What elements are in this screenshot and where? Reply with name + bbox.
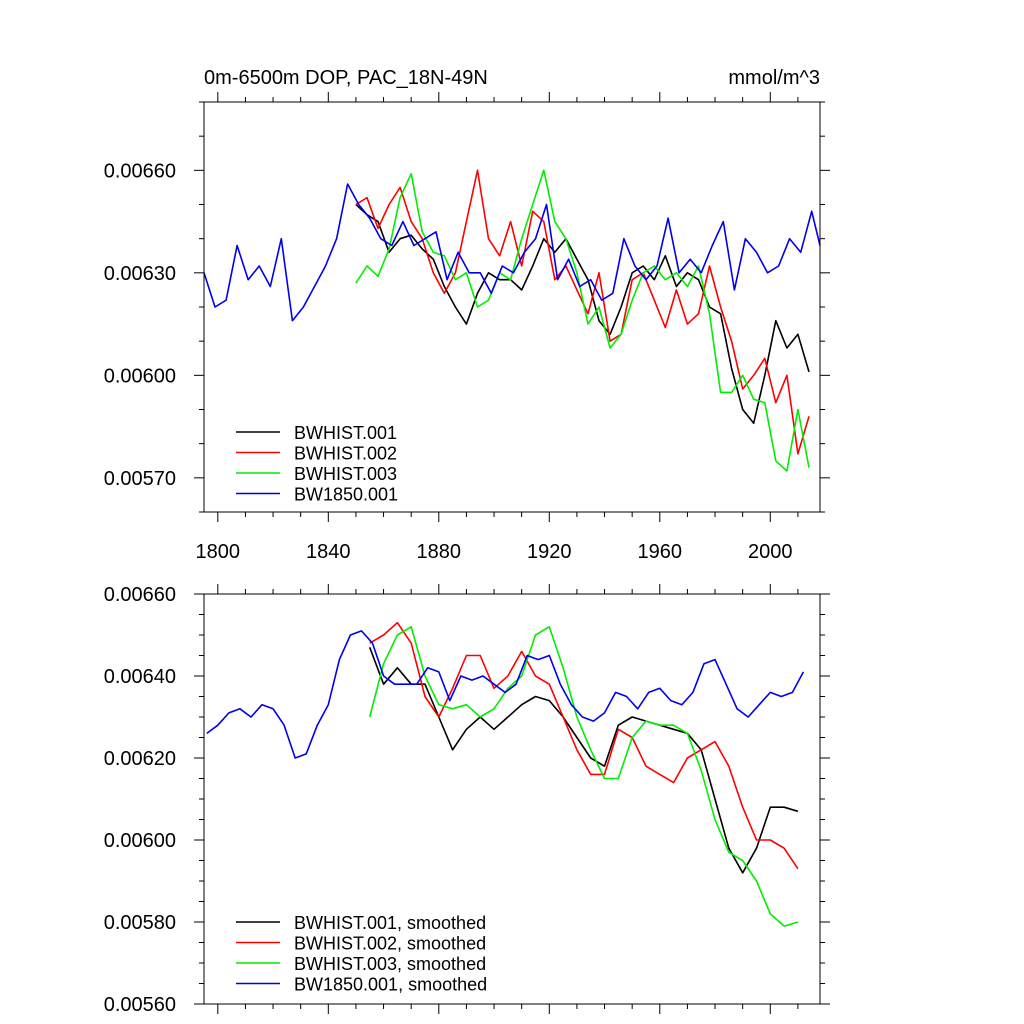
series-line [369, 621, 799, 870]
top-y-tick-labels: 0.00570 0.00600 0.00630 0.00660 [104, 160, 176, 490]
top-axis-ticks [194, 92, 830, 522]
y-tick-label: 0.00570 [104, 468, 176, 490]
y-tick-label: 0.00580 [104, 912, 176, 934]
series-line [355, 203, 810, 425]
series-line [368, 647, 799, 874]
legend-label: BWHIST.002, smoothed [294, 934, 486, 954]
y-tick-label: 0.00660 [104, 584, 176, 606]
x-tick-label: 2000 [748, 541, 793, 563]
top-plot-frame [203, 101, 821, 513]
bottom-series-lines [206, 621, 805, 927]
legend-label: BWHIST.003 [294, 464, 397, 484]
x-tick-label: 1880 [417, 541, 462, 563]
units-label: mmol/m^3 [728, 67, 820, 89]
top-x-tick-labels: 1800 1840 1880 1920 1960 2000 [196, 541, 793, 563]
bottom-axis-ticks [194, 584, 830, 1014]
series-line [355, 169, 810, 455]
y-tick-label: 0.00660 [104, 160, 176, 182]
x-tick-label: 1920 [527, 541, 572, 563]
top-series-lines [203, 169, 821, 472]
top-panel: 0m-6500m DOP, PAC_18N-49N mmol/m^3 0.005… [104, 67, 830, 563]
legend-label: BWHIST.003, smoothed [294, 954, 486, 974]
series-line [368, 625, 799, 927]
y-tick-label: 0.00620 [104, 748, 176, 770]
legend-label: BW1850.001, smoothed [294, 975, 487, 995]
legend-label: BWHIST.001, smoothed [294, 913, 486, 933]
x-tick-label: 1800 [196, 541, 241, 563]
legend-label: BW1850.001 [294, 485, 398, 505]
legend-label: BWHIST.001 [294, 423, 397, 443]
bottom-panel: 0.00560 0.00580 0.00600 0.00620 0.00640 0.006… [104, 584, 830, 1016]
y-tick-label: 0.00600 [104, 365, 176, 387]
y-tick-label: 0.00640 [104, 666, 176, 688]
bottom-y-tick-labels: 0.00560 0.00580 0.00600 0.00620 0.00640 0.006… [104, 584, 176, 1016]
chart-title: 0m-6500m DOP, PAC_18N-49N [204, 67, 488, 89]
y-tick-label: 0.00630 [104, 263, 176, 285]
series-line [203, 183, 821, 322]
y-tick-label: 0.00560 [104, 994, 176, 1016]
series-line [206, 630, 805, 759]
x-tick-label: 1840 [306, 541, 351, 563]
x-tick-label: 1960 [638, 541, 683, 563]
bottom-plot-frame [203, 593, 821, 1005]
y-tick-label: 0.00600 [104, 830, 176, 852]
series-line [355, 169, 810, 472]
legend-label: BWHIST.002 [294, 444, 397, 464]
